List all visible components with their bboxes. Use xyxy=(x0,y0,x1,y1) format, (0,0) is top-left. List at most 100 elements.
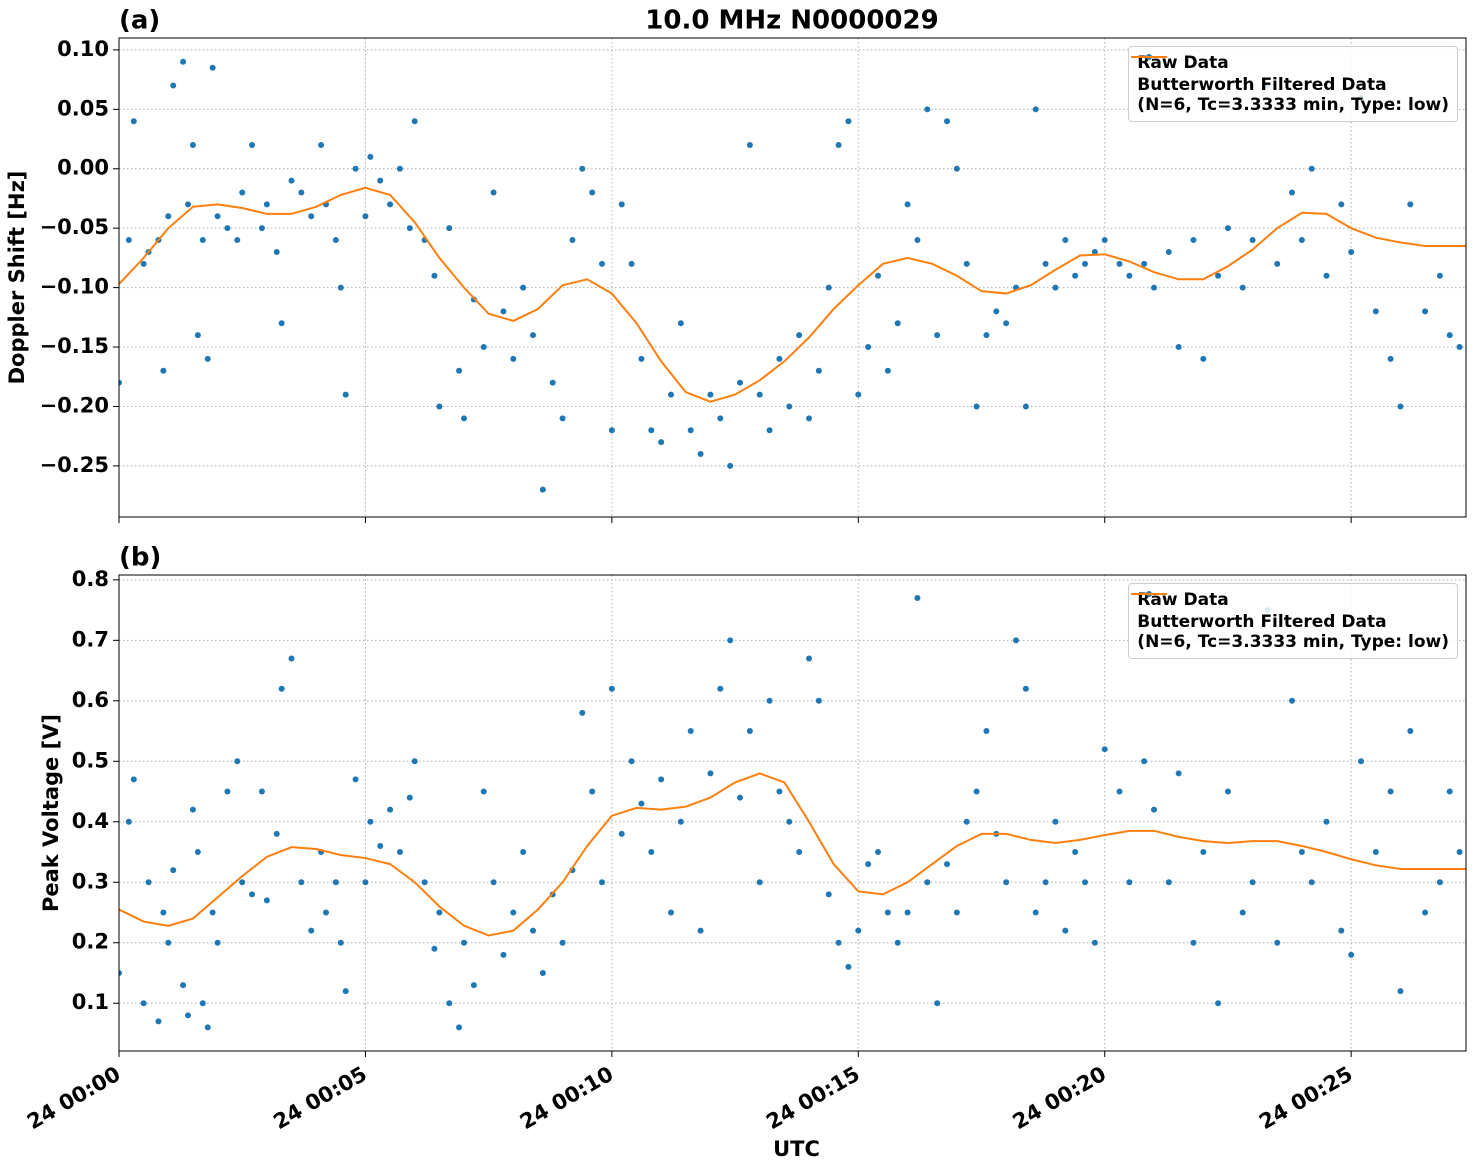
raw-point xyxy=(1116,788,1123,795)
raw-point xyxy=(727,637,734,644)
raw-point xyxy=(835,939,842,946)
raw-point xyxy=(119,379,122,386)
raw-point xyxy=(1298,237,1305,244)
raw-point xyxy=(727,462,734,469)
raw-point xyxy=(119,969,122,976)
raw-point xyxy=(367,818,374,825)
raw-point xyxy=(963,260,970,267)
raw-point xyxy=(377,177,384,184)
panel-label: (b) xyxy=(119,543,161,573)
raw-point xyxy=(530,332,537,339)
raw-point xyxy=(185,201,192,208)
raw-point xyxy=(1062,237,1069,244)
y-tick-label: −0.20 xyxy=(40,393,109,417)
y-axis-label: Doppler Shift [Hz] xyxy=(5,171,29,385)
plot-area xyxy=(119,58,1466,493)
raw-point xyxy=(194,332,201,339)
raw-point xyxy=(904,909,911,916)
legend-swatch xyxy=(1131,593,1168,595)
raw-point xyxy=(707,770,714,777)
legend-entry: Butterworth Filtered Data (N=6, Tc=3.333… xyxy=(1131,56,1449,115)
raw-point xyxy=(194,849,201,856)
raw-point xyxy=(1338,201,1345,208)
raw-point xyxy=(1372,849,1379,856)
raw-point xyxy=(342,391,349,398)
y-tick-label: 0.8 xyxy=(72,567,109,591)
y-tick-label: 0.3 xyxy=(72,869,109,893)
raw-point xyxy=(1239,284,1246,291)
raw-point xyxy=(618,830,625,837)
raw-point xyxy=(224,788,231,795)
raw-point xyxy=(362,213,369,220)
raw-point xyxy=(1289,697,1296,704)
raw-point xyxy=(406,794,413,801)
filtered-line xyxy=(119,186,1466,403)
raw-point xyxy=(461,415,468,422)
raw-point xyxy=(1387,355,1394,362)
raw-point xyxy=(845,963,852,970)
raw-point xyxy=(1422,909,1429,916)
raw-point xyxy=(145,879,152,886)
raw-point xyxy=(1101,237,1108,244)
raw-point xyxy=(1091,939,1098,946)
raw-point xyxy=(717,685,724,692)
y-tick-label: −0.25 xyxy=(40,453,109,477)
raw-point xyxy=(1165,248,1172,255)
raw-point xyxy=(185,1012,192,1019)
raw-point xyxy=(278,685,285,692)
raw-point xyxy=(875,272,882,279)
raw-point xyxy=(806,655,813,662)
raw-point xyxy=(308,213,315,220)
raw-point xyxy=(500,308,507,315)
raw-point xyxy=(1082,260,1089,267)
raw-point xyxy=(288,177,295,184)
raw-point xyxy=(756,391,763,398)
raw-point xyxy=(855,391,862,398)
raw-point xyxy=(342,988,349,995)
raw-point xyxy=(1456,344,1463,351)
raw-point xyxy=(953,165,960,172)
raw-point xyxy=(687,427,694,434)
raw-point xyxy=(180,58,187,65)
raw-point xyxy=(411,758,418,765)
raw-point xyxy=(1407,201,1414,208)
raw-point xyxy=(1003,320,1010,327)
y-tick-label: 0.00 xyxy=(57,156,109,180)
raw-point xyxy=(239,189,246,196)
raw-point xyxy=(1013,637,1020,644)
raw-point xyxy=(436,909,443,916)
filtered-line xyxy=(119,772,1466,937)
raw-point xyxy=(1141,260,1148,267)
raw-point xyxy=(737,794,744,801)
raw-point xyxy=(332,237,339,244)
x-tick-label: 24 00:15 xyxy=(762,1062,864,1134)
raw-point xyxy=(1165,879,1172,886)
axes-frame xyxy=(118,574,1467,1052)
raw-point xyxy=(1348,248,1355,255)
raw-point xyxy=(318,141,325,148)
raw-point xyxy=(796,332,803,339)
raw-point xyxy=(786,818,793,825)
raw-point xyxy=(510,355,517,362)
raw-point xyxy=(1456,849,1463,856)
raw-point xyxy=(436,403,443,410)
raw-point xyxy=(209,909,216,916)
raw-point xyxy=(263,897,270,904)
raw-point xyxy=(1032,106,1039,113)
raw-point xyxy=(249,891,256,898)
raw-point xyxy=(456,1024,463,1031)
raw-point xyxy=(776,788,783,795)
raw-point xyxy=(323,909,330,916)
raw-point xyxy=(1436,272,1443,279)
raw-point xyxy=(687,728,694,735)
raw-point xyxy=(1298,849,1305,856)
raw-point xyxy=(1190,237,1197,244)
axes-frame xyxy=(118,37,1467,518)
raw-point xyxy=(973,788,980,795)
raw-point xyxy=(461,939,468,946)
raw-point xyxy=(411,118,418,125)
raw-point xyxy=(628,758,635,765)
raw-point xyxy=(796,849,803,856)
raw-point xyxy=(1224,788,1231,795)
